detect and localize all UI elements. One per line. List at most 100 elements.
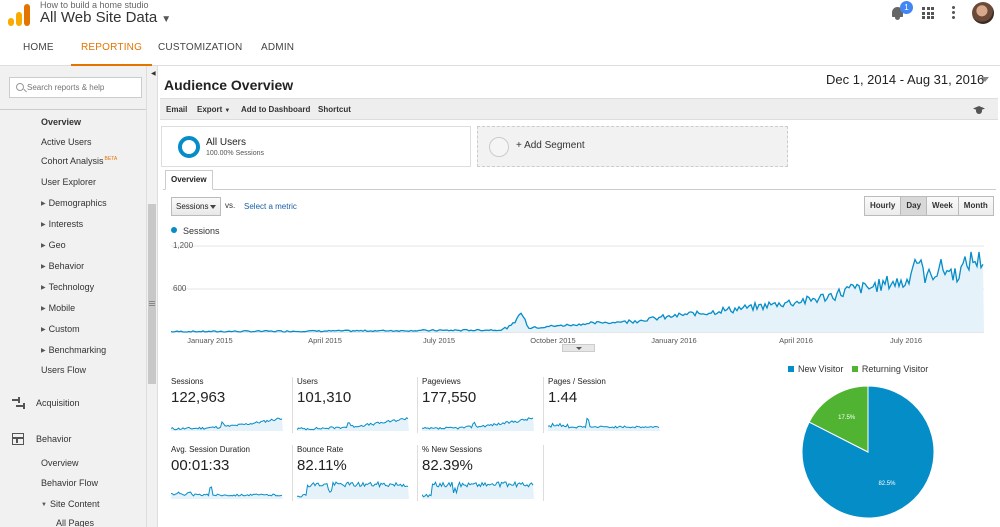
sidebar-item-overview[interactable]: Overview <box>41 117 81 127</box>
scorecard-value: 82.11% <box>297 457 347 474</box>
y-tick-label: 1,200 <box>173 241 194 250</box>
beta-badge: BETA <box>104 156 118 162</box>
scorecard-bounce-rate[interactable]: Bounce Rate 82.11% <box>292 445 412 501</box>
metric-select[interactable]: Sessions <box>171 197 221 216</box>
sparkline-line <box>422 481 534 498</box>
sidebar-item-label: Interests <box>48 219 84 229</box>
tab-customization[interactable]: CUSTOMIZATION <box>158 42 243 53</box>
caret-down-icon: ▼ <box>224 108 231 114</box>
legend-returning-visitor: Returning Visitor <box>861 364 929 374</box>
scorecard-label: Pageviews <box>422 377 461 386</box>
sidebar-item-behavior-overview[interactable]: Overview <box>41 458 79 468</box>
tab-overview[interactable]: Overview <box>165 170 213 190</box>
triangle-right-icon: ▶ <box>41 201 46 207</box>
sidebar-item-geo[interactable]: ▶ Geo <box>41 240 66 250</box>
scorecard-pageviews[interactable]: Pageviews 177,550 <box>417 377 537 433</box>
pie-slice-returning-visitor[interactable] <box>808 385 869 453</box>
report-tabs: Overview <box>163 170 996 190</box>
search-icon <box>16 83 24 91</box>
sidebar-item-active-users[interactable]: Active Users <box>41 137 92 147</box>
scrollbar-grip <box>149 301 155 307</box>
sidebar-item-label: Mobile <box>48 303 76 313</box>
pie-legend: New Visitor Returning Visitor <box>788 364 928 374</box>
collapse-sidebar-icon[interactable]: ◀ <box>151 71 156 77</box>
hourly-button[interactable]: Hourly <box>865 197 902 215</box>
tab-admin[interactable]: ADMIN <box>261 42 295 53</box>
sidebar-item-all-pages[interactable]: All Pages <box>56 518 94 527</box>
sparkline-area <box>297 417 409 431</box>
main-content: Audience Overview Dec 1, 2014 - Aug 31, … <box>158 66 1000 527</box>
sidebar-item-custom[interactable]: ▶ Custom <box>41 324 80 334</box>
apps-grid-icon[interactable] <box>922 7 934 19</box>
sidebar-item-label: Cohort Analysis <box>41 156 104 166</box>
sparkline-line <box>297 417 409 431</box>
export-button[interactable]: Export ▼ <box>197 99 230 122</box>
sessions-chart[interactable]: 1,200 600 January 2015 April 2015 July 2015 O… <box>158 236 1000 348</box>
scorecard-sessions[interactable]: Sessions 122,963 <box>167 377 287 433</box>
day-button[interactable]: Day <box>901 197 928 215</box>
sparkline <box>422 417 534 431</box>
segment-all-users[interactable]: All Users 100.00% Sessions <box>161 126 471 167</box>
chart-legend: Sessions <box>171 226 220 236</box>
sidebar-item-label: Technology <box>48 282 95 292</box>
chart-collapse-handle[interactable] <box>562 344 595 352</box>
search-input[interactable] <box>27 80 139 95</box>
sidebar-item-user-explorer[interactable]: User Explorer <box>41 177 96 187</box>
sidebar-item-site-content[interactable]: ▼ Site Content <box>41 499 99 509</box>
scorecard-users[interactable]: Users 101,310 <box>292 377 412 433</box>
tab-home[interactable]: HOME <box>23 42 54 53</box>
scrollbar-thumb[interactable] <box>148 204 156 384</box>
shortcut-button[interactable]: Shortcut <box>318 105 351 114</box>
view-selector[interactable]: All Web Site Data ▼ <box>40 9 171 26</box>
tab-reporting[interactable]: REPORTING <box>71 32 153 66</box>
sidebar-item-benchmarking[interactable]: ▶ Benchmarking <box>41 345 106 355</box>
email-button[interactable]: Email <box>166 105 188 114</box>
scorecard-new-sessions[interactable]: % New Sessions 82.39% <box>417 445 537 501</box>
visitor-pie-chart[interactable]: 82.5% 17.5% <box>798 382 938 522</box>
more-vert-icon[interactable] <box>952 6 956 20</box>
legend-new-visitor: New Visitor <box>798 364 844 374</box>
sidebar-section-behavior[interactable]: Behavior <box>36 434 72 444</box>
add-to-dashboard-button[interactable]: Add to Dashboard <box>241 105 311 114</box>
sidebar-item-behavior-flow[interactable]: Behavior Flow <box>41 478 98 488</box>
report-toolbar: Email Export ▼ Add to Dashboard Shortcut <box>160 98 998 120</box>
bell-icon[interactable] <box>891 6 905 20</box>
scorecard-avg-session-duration[interactable]: Avg. Session Duration 00:01:33 <box>167 445 287 501</box>
scorecard-value: 82.39% <box>422 457 473 474</box>
sidebar-section-acquisition[interactable]: Acquisition <box>36 398 80 408</box>
sidebar-item-cohort-analysis[interactable]: Cohort AnalysisBETA <box>41 156 117 166</box>
sparkline-area <box>297 482 409 499</box>
sidebar-item-label: All Pages <box>56 518 95 527</box>
week-button[interactable]: Week <box>927 197 959 215</box>
sidebar-item-mobile[interactable]: ▶ Mobile <box>41 303 75 313</box>
triangle-down-icon: ▼ <box>41 502 47 508</box>
sidebar-item-label: Users Flow <box>41 365 87 375</box>
scorecard-label: Pages / Session <box>548 377 606 386</box>
search-box[interactable] <box>9 77 142 98</box>
avatar[interactable] <box>972 2 994 24</box>
scorecard-pages-per-session[interactable]: Pages / Session 1.44 <box>543 377 663 433</box>
add-segment-button[interactable]: + Add Segment <box>477 126 788 167</box>
sidebar-item-technology[interactable]: ▶ Technology <box>41 282 94 292</box>
account-name[interactable]: How to build a home studio <box>40 0 149 10</box>
sidebar-item-behavior[interactable]: ▶ Behavior <box>41 261 84 271</box>
month-button[interactable]: Month <box>958 197 993 215</box>
analytics-logo[interactable] <box>8 4 30 26</box>
select-metric-link[interactable]: Select a metric <box>244 202 297 211</box>
sparkline-line <box>297 481 409 498</box>
acquisition-icon <box>12 397 26 409</box>
caret-down-icon[interactable] <box>981 77 989 82</box>
sidebar-item-label: Benchmarking <box>48 345 107 355</box>
date-range-picker[interactable]: Dec 1, 2014 - Aug 31, 2016 <box>826 72 985 87</box>
sidebar-item-users-flow[interactable]: Users Flow <box>41 365 86 375</box>
sparkline-line <box>171 486 283 497</box>
sidebar-item-label: User Explorer <box>41 177 97 187</box>
x-tick-label: July 2015 <box>423 336 455 345</box>
sidebar-item-label: Overview <box>41 458 79 468</box>
sidebar-item-demographics[interactable]: ▶ Demographics <box>41 198 107 208</box>
x-tick-label: October 2015 <box>530 336 575 345</box>
behavior-icon <box>12 433 24 445</box>
sidebar-item-interests[interactable]: ▶ Interests <box>41 219 83 229</box>
sparkline <box>548 417 660 431</box>
graduation-cap-icon[interactable] <box>973 106 985 114</box>
